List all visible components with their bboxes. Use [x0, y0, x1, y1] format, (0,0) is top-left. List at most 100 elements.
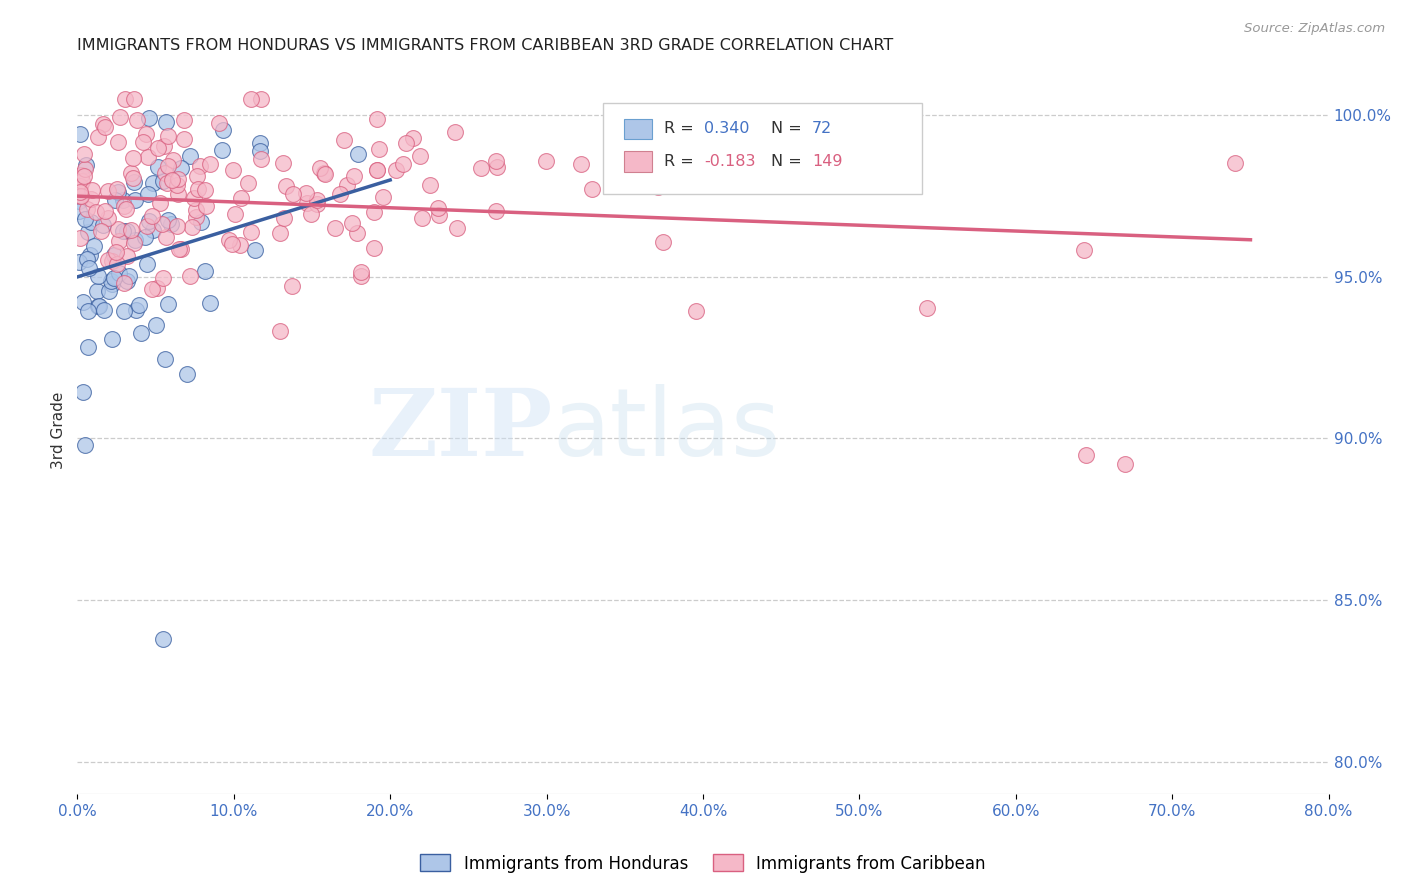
Point — [115, 249, 138, 263]
Point — [108, 234, 131, 248]
Point — [395, 136, 418, 150]
Point — [281, 187, 304, 202]
Legend: Immigrants from Honduras, Immigrants from Caribbean: Immigrants from Honduras, Immigrants fro… — [413, 847, 993, 880]
Point — [91, 117, 114, 131]
Point — [108, 111, 131, 125]
Point — [135, 257, 157, 271]
Point — [190, 214, 212, 228]
Point — [343, 169, 366, 184]
Point — [211, 122, 233, 136]
Point — [427, 208, 450, 222]
Point — [108, 266, 131, 280]
Point — [409, 149, 432, 163]
Point — [249, 136, 271, 150]
Point — [169, 242, 191, 256]
Point — [73, 169, 96, 183]
Text: ZIP: ZIP — [368, 385, 553, 475]
Point — [100, 274, 122, 288]
Point — [145, 318, 167, 333]
Point — [73, 212, 96, 227]
Point — [142, 223, 165, 237]
Point — [1076, 448, 1098, 462]
Point — [121, 171, 143, 186]
Point — [86, 285, 108, 299]
Point — [80, 215, 103, 229]
Point — [581, 182, 603, 196]
Point — [69, 186, 91, 200]
Point — [114, 92, 136, 106]
Y-axis label: 3rd Grade: 3rd Grade — [51, 392, 66, 469]
Point — [105, 244, 128, 259]
Point — [69, 230, 91, 244]
Point — [142, 176, 165, 190]
Point — [366, 112, 388, 127]
Point — [125, 113, 148, 128]
Point — [166, 187, 188, 202]
Point — [120, 166, 142, 180]
Point — [70, 169, 93, 183]
Point — [229, 238, 252, 252]
Point — [685, 304, 707, 318]
Text: 149: 149 — [811, 154, 842, 169]
Point — [155, 352, 177, 367]
Point — [72, 295, 94, 310]
Point — [333, 133, 356, 147]
Point — [118, 268, 141, 283]
Point — [224, 207, 246, 221]
Point — [136, 150, 159, 164]
Point — [269, 325, 291, 339]
Point — [485, 153, 508, 168]
Point — [240, 225, 263, 239]
Point — [112, 304, 135, 318]
Point — [534, 153, 557, 168]
Text: -0.183: -0.183 — [704, 154, 756, 169]
Point — [87, 299, 110, 313]
Point — [97, 253, 120, 268]
Point — [170, 242, 193, 256]
Point — [120, 223, 142, 237]
Point — [91, 218, 114, 232]
Point — [112, 224, 135, 238]
Text: atlas: atlas — [553, 384, 782, 476]
Point — [1073, 243, 1095, 257]
Point — [363, 241, 385, 255]
Point — [73, 146, 96, 161]
Point — [307, 194, 329, 208]
Point — [97, 185, 120, 199]
Point — [155, 115, 177, 129]
Point — [152, 271, 174, 285]
FancyBboxPatch shape — [603, 103, 922, 194]
Point — [273, 211, 295, 226]
Point — [75, 438, 97, 452]
Point — [350, 268, 373, 283]
Point — [176, 367, 198, 381]
Point — [107, 186, 129, 200]
Point — [173, 113, 195, 128]
Point — [346, 226, 368, 240]
Point — [486, 160, 509, 174]
Point — [329, 186, 352, 201]
Point — [67, 194, 90, 209]
Text: 72: 72 — [811, 121, 832, 136]
Point — [346, 146, 368, 161]
Point — [250, 92, 273, 106]
Point — [129, 326, 152, 340]
Point — [97, 211, 120, 226]
Point — [173, 132, 195, 146]
Point — [107, 221, 129, 235]
Point — [159, 217, 181, 231]
Point — [80, 193, 103, 207]
Point — [218, 233, 240, 247]
Point — [419, 178, 441, 193]
Point — [411, 211, 433, 226]
Point — [146, 141, 169, 155]
Point — [368, 141, 391, 155]
Point — [115, 202, 138, 216]
Point — [67, 254, 90, 268]
Point — [153, 166, 176, 180]
Point — [69, 179, 91, 194]
Point — [87, 269, 110, 284]
Point — [104, 194, 127, 208]
Point — [122, 175, 145, 189]
Point — [307, 197, 329, 211]
